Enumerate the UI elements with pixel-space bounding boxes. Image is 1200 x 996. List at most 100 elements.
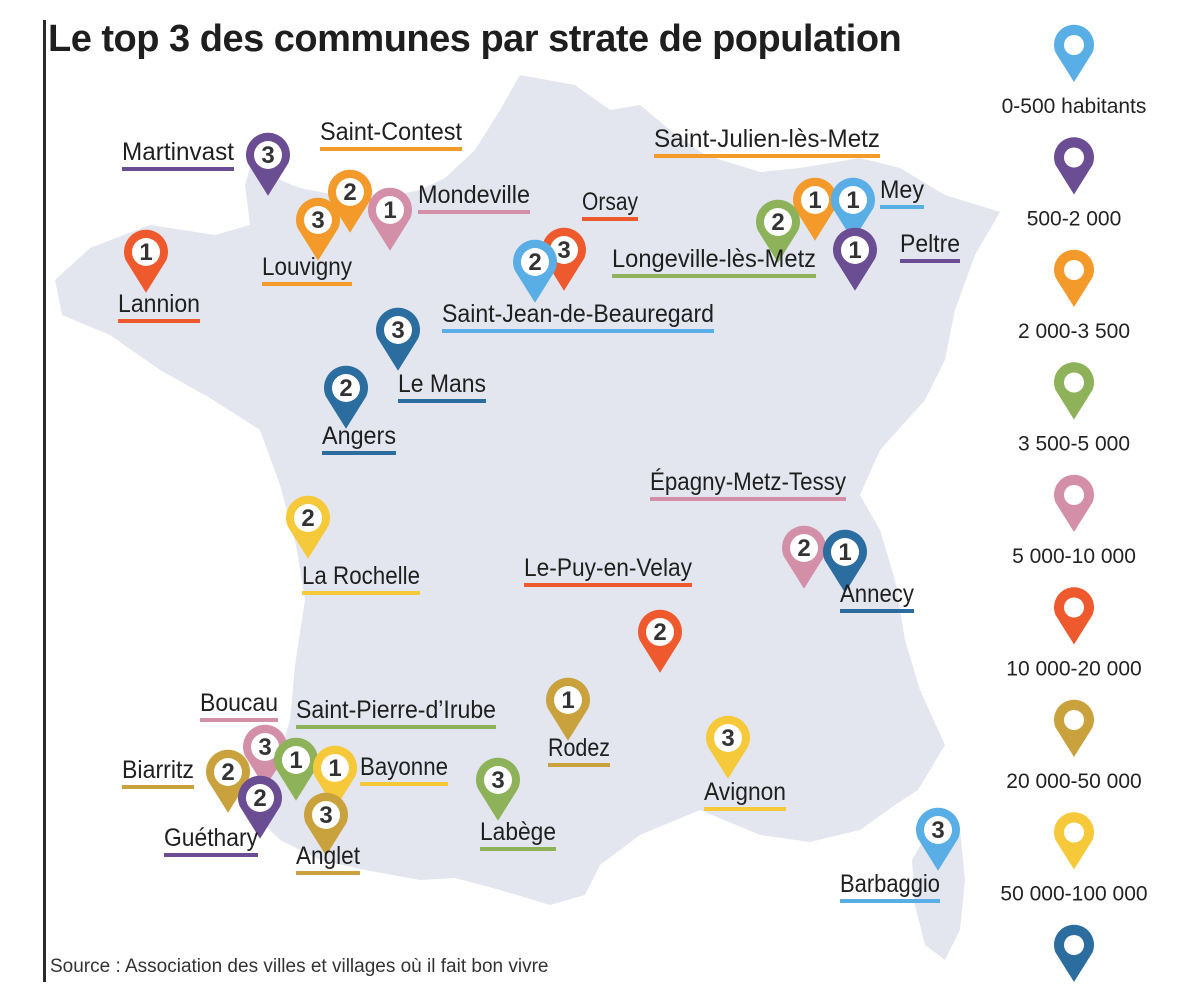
label-labege: Labège	[480, 818, 556, 851]
pin-badge	[924, 816, 952, 844]
commune-name: Guéthary	[164, 824, 258, 852]
rank-number: 3	[721, 725, 734, 752]
stratum-underline	[900, 259, 960, 263]
pin-martinvast: 3	[246, 132, 290, 196]
legend-label: 500-2 000	[1027, 208, 1122, 231]
rank-number: 2	[339, 375, 352, 402]
pin-saint-contest: 2	[328, 169, 372, 233]
commune-name: Longeville-lès-Metz	[612, 245, 816, 273]
pin-orsay: 3	[542, 227, 586, 291]
stratum-underline	[296, 871, 360, 875]
rank-number: 2	[221, 759, 234, 786]
label-peltre: Peltre	[900, 230, 960, 263]
pin-rodez: 1	[546, 677, 591, 741]
pin-saint-jean-de-beauregard: 2	[513, 239, 557, 303]
pin-lannion: 1	[124, 229, 168, 293]
pin-badge	[251, 733, 279, 761]
label-guethary: Guéthary	[164, 824, 258, 857]
commune-name: Labège	[480, 818, 556, 846]
commune-name: Orsay	[582, 188, 638, 216]
legend-item-s7: 20 000-50 000	[1006, 699, 1142, 793]
pin-hole	[1064, 597, 1084, 618]
pin-barbaggio: 3	[916, 807, 960, 871]
rank-number: 2	[528, 249, 541, 276]
legend-label: 0-500 habitants	[1002, 95, 1147, 118]
commune-name: La Rochelle	[302, 562, 420, 590]
label-rodez: Rodez	[548, 734, 610, 767]
pin-badge	[554, 686, 582, 714]
rank-number: 3	[311, 207, 324, 234]
pin-badge	[801, 186, 829, 214]
label-la-rochelle: La Rochelle	[302, 562, 420, 595]
label-saint-contest: Saint-Contest	[320, 118, 462, 151]
label-mondeville: Mondeville	[418, 181, 530, 214]
commune-labels-layer: Martinvast Saint-Contest Mondeville Louvign…	[118, 118, 960, 903]
rank-number: 2	[253, 785, 266, 812]
label-le-mans: Le Mans	[398, 370, 486, 403]
rank-number: 2	[343, 179, 356, 206]
label-saint-jean-de-beauregard: Saint-Jean-de-Beauregard	[442, 300, 714, 333]
commune-name: Barbaggio	[840, 870, 940, 898]
rank-number: 2	[653, 619, 666, 646]
rank-number: 3	[258, 734, 271, 761]
legend: 0-500 habitants 500-2 000 2 000-3 500 3 500…	[999, 24, 1149, 996]
pin-peltre: 1	[833, 227, 877, 291]
pin-hole	[1064, 485, 1084, 505]
legend-label: 2 000-3 500	[1018, 320, 1130, 343]
commune-name: Louvigny	[262, 253, 352, 281]
stratum-underline	[200, 718, 278, 722]
pin-badge	[336, 178, 364, 206]
stratum-underline	[322, 451, 396, 455]
pin-badge	[714, 724, 742, 752]
pin-mey: 1	[831, 177, 875, 241]
rank-number: 2	[771, 209, 784, 236]
pin-badge	[332, 374, 360, 402]
stratum-underline	[360, 782, 448, 786]
stratum-underline	[418, 210, 530, 214]
stratum-underline	[122, 167, 234, 171]
label-mey: Mey	[880, 176, 924, 209]
pin-saint-julien-les-metz: 1	[793, 177, 837, 241]
pin-hole	[1064, 372, 1084, 393]
legend-item-s9: plus de 100 000	[999, 924, 1149, 996]
pin-badge	[831, 538, 859, 566]
stratum-underline	[548, 763, 610, 767]
commune-name: Mey	[880, 176, 924, 204]
commune-name: Angers	[322, 422, 396, 450]
pin-badge	[294, 504, 322, 532]
stratum-underline	[262, 282, 352, 286]
label-boucau: Boucau	[200, 689, 278, 722]
pin-badge	[790, 534, 818, 562]
rank-number: 3	[931, 817, 944, 844]
pin-badge	[764, 208, 792, 236]
commune-name: Peltre	[900, 230, 960, 258]
stratum-underline	[704, 807, 786, 811]
commune-name: Saint-Julien-lès-Metz	[654, 125, 880, 153]
stratum-underline	[654, 154, 880, 158]
legend-label: 50 000-100 000	[1000, 883, 1147, 906]
pin-badge	[839, 186, 867, 214]
pin-boucau: 3	[243, 724, 287, 788]
commune-name: Mondeville	[418, 181, 530, 209]
pin-le-mans: 3	[376, 307, 420, 371]
stratum-underline	[442, 329, 714, 333]
label-saint-julien-les-metz: Saint-Julien-lès-Metz	[654, 125, 880, 158]
pin-hole	[1064, 710, 1084, 730]
label-epagny-metz-tessy: Épagny-Metz-Tessy	[650, 467, 846, 501]
commune-name: Le Mans	[398, 370, 486, 398]
stratum-underline	[582, 217, 638, 221]
pin-badge	[646, 618, 674, 646]
pin-hole	[1064, 35, 1084, 55]
legend-label: 5 000-10 000	[1012, 545, 1136, 568]
legend-item-s8: 50 000-100 000	[1000, 812, 1148, 906]
commune-name: Anglet	[296, 842, 360, 870]
stratum-underline	[164, 853, 258, 857]
commune-name: Biarritz	[122, 756, 194, 784]
stratum-underline	[480, 847, 556, 851]
commune-name: Boucau	[200, 689, 278, 717]
rank-number: 1	[838, 539, 851, 566]
label-annecy: Annecy	[840, 580, 914, 613]
stratum-underline	[650, 497, 846, 501]
label-louvigny: Louvigny	[262, 253, 352, 286]
